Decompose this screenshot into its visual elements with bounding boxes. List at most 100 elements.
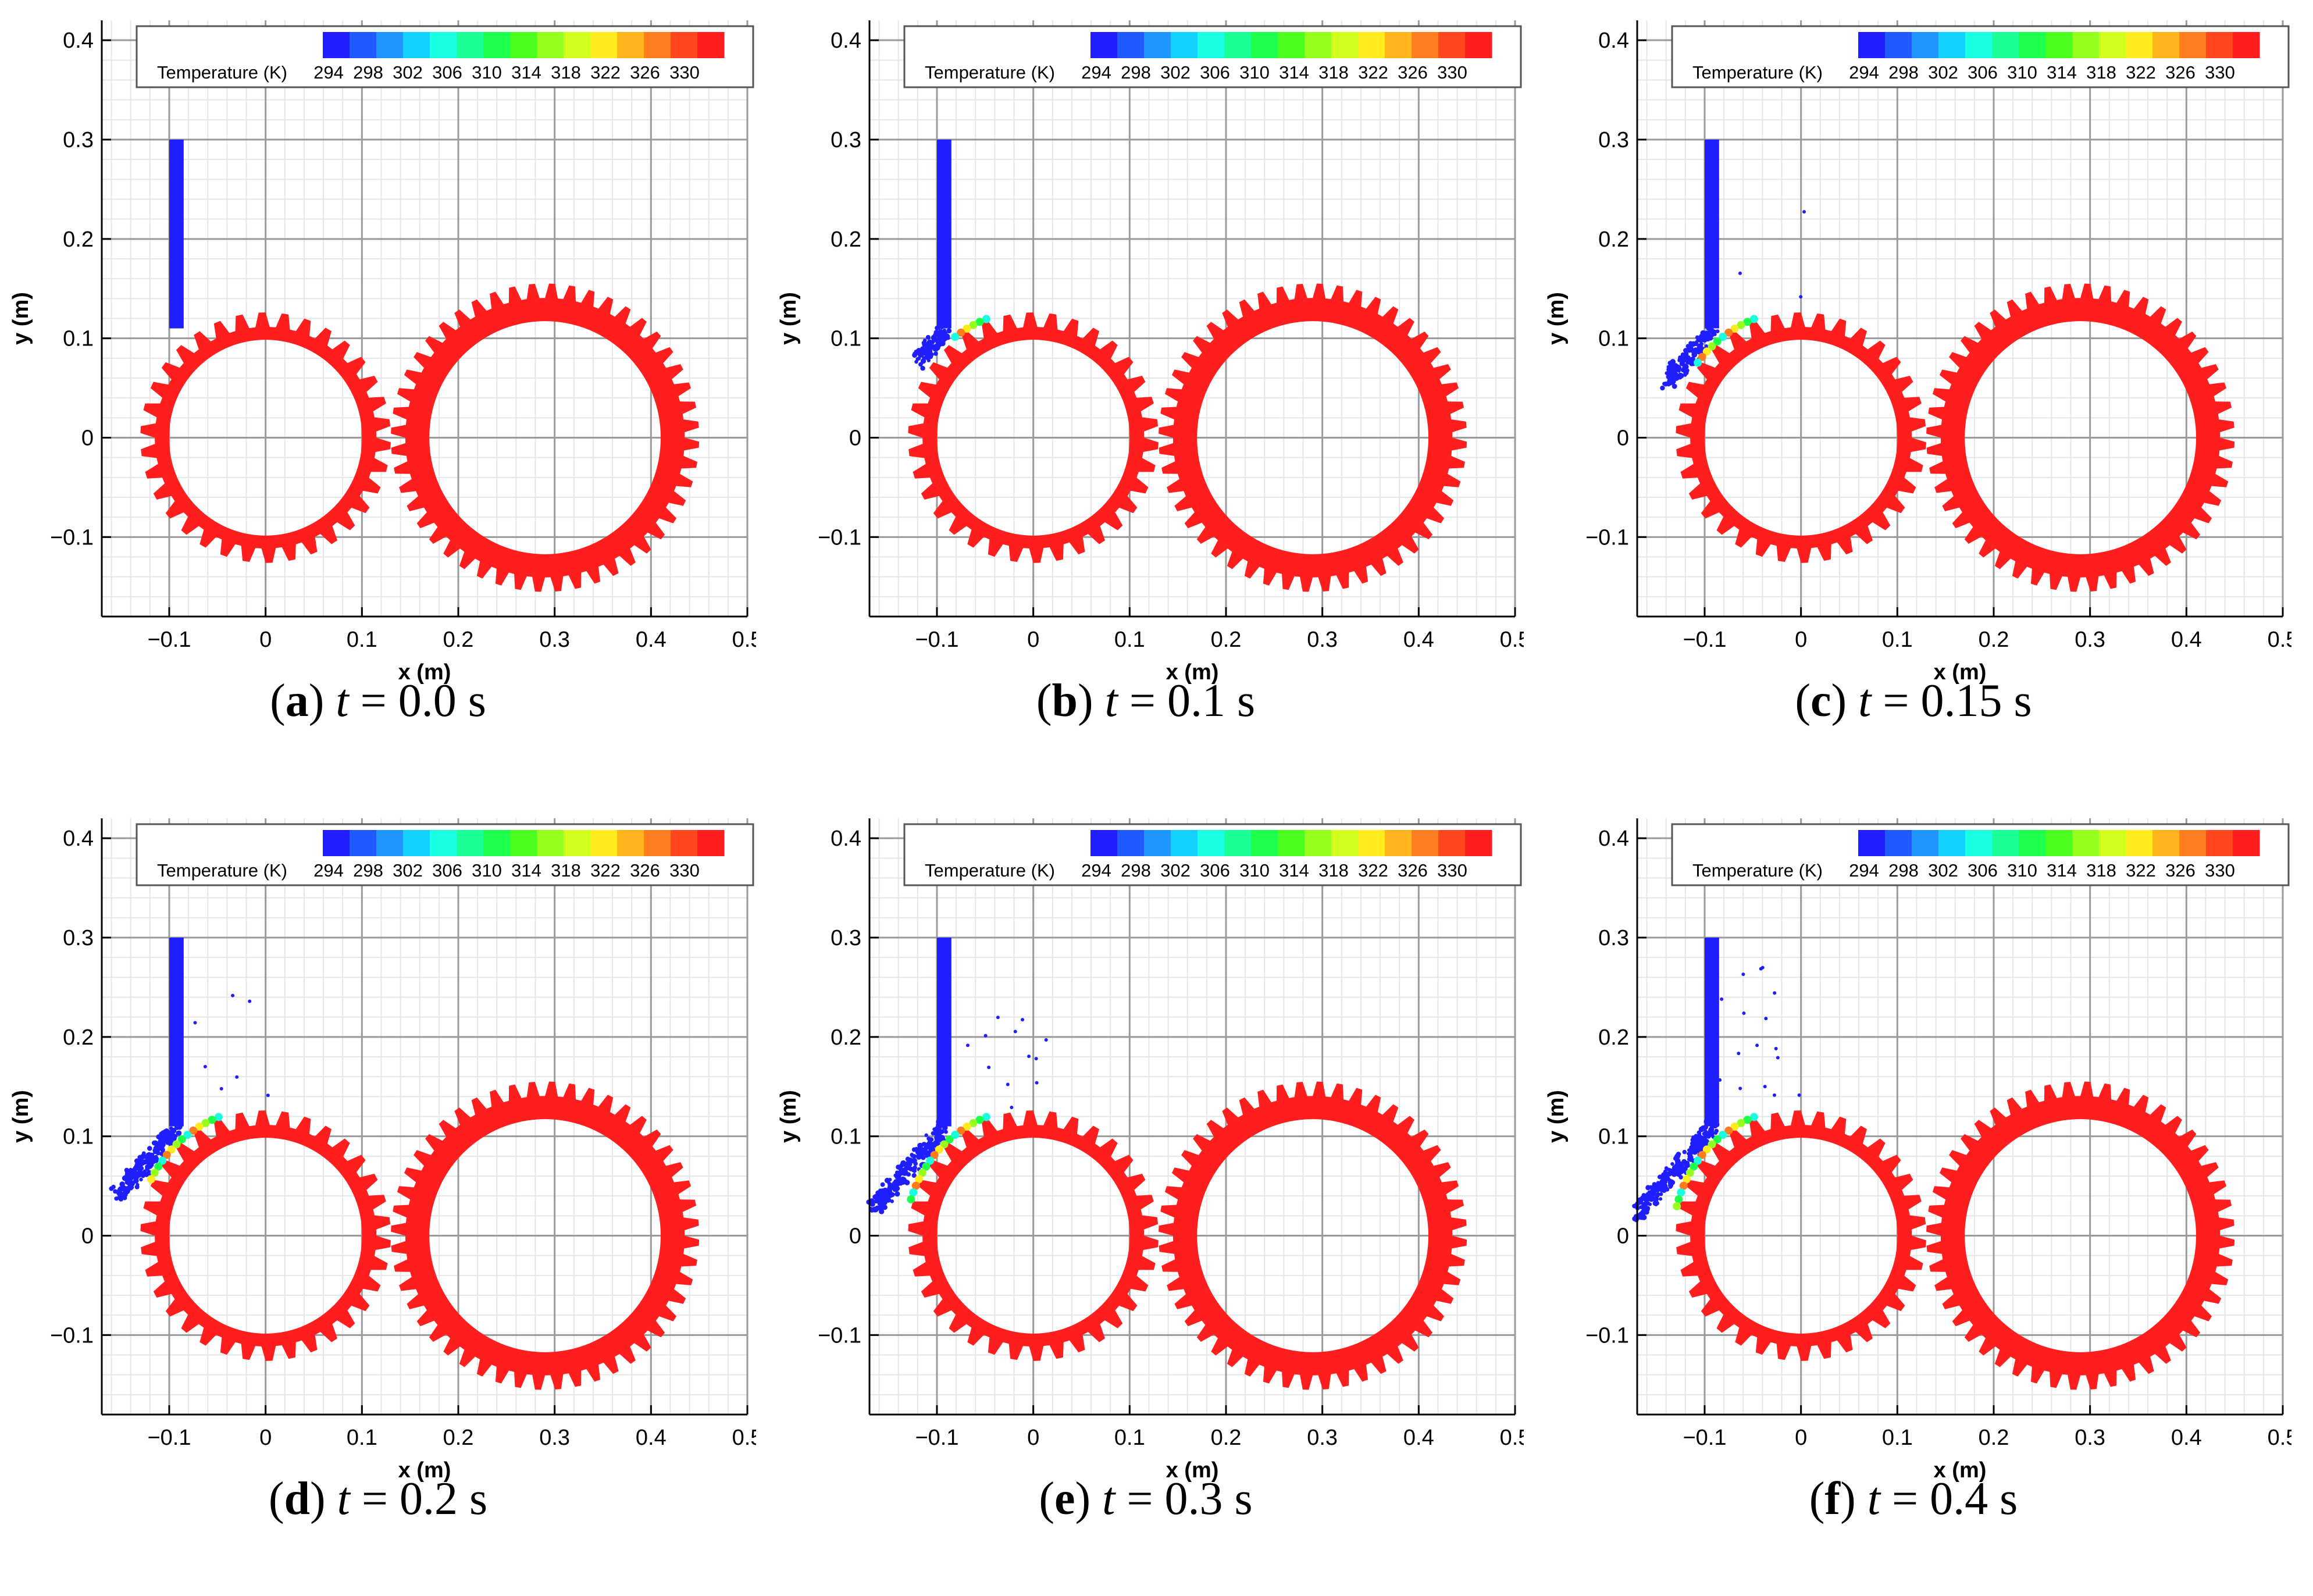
- oil-particle: [914, 1146, 918, 1150]
- oil-particle: [913, 1161, 918, 1166]
- oil-particle: [147, 1146, 152, 1151]
- heated-oil-particle: [189, 1126, 198, 1135]
- legend-color-swatch: [2152, 32, 2180, 58]
- x-tick-label: −0.1: [147, 1426, 191, 1450]
- oil-particle: [141, 1151, 146, 1156]
- x-tick-label: 0: [259, 628, 272, 652]
- caption-label: e: [1054, 1473, 1075, 1524]
- oil-spray: [912, 320, 952, 371]
- legend-color-swatch: [2099, 32, 2126, 58]
- oil-particle: [1703, 1129, 1708, 1133]
- legend-color-swatch: [1465, 32, 1492, 58]
- legend-color-swatch: [1412, 830, 1439, 856]
- caption-b: (b) t = 0.1 s: [1036, 675, 1256, 726]
- oil-particle: [1705, 323, 1710, 327]
- heated-oil-particle: [177, 1135, 186, 1144]
- heated-oil-particle: [1698, 352, 1706, 361]
- legend-tick-label: 330: [669, 860, 700, 881]
- heated-oil-particle: [172, 1140, 181, 1149]
- y-axis-label: y (m): [776, 292, 801, 345]
- oil-particle: [1677, 369, 1681, 373]
- heated-oil-layer: [951, 315, 990, 341]
- heated-oil-particle: [1737, 320, 1745, 329]
- heated-oil-particle: [945, 1135, 954, 1144]
- oil-particle: [1708, 1118, 1713, 1124]
- oil-particle: [946, 328, 952, 334]
- oil-particle: [149, 1163, 154, 1167]
- oil-particle: [885, 1195, 891, 1201]
- heated-oil-particle: [1749, 1113, 1758, 1121]
- oil-particle: [1660, 1182, 1665, 1186]
- heated-oil-particle: [1682, 1175, 1691, 1184]
- oil-particle: [1691, 1135, 1697, 1141]
- oil-particle: [1681, 368, 1685, 373]
- oil-particle: [1670, 1162, 1674, 1166]
- oil-droplet: [1738, 1086, 1742, 1091]
- oil-droplet: [1764, 1017, 1768, 1021]
- caption-t-value: 0.3: [1164, 1473, 1223, 1524]
- oil-particle: [889, 1185, 893, 1191]
- x-tick-label: 0.5: [2268, 628, 2291, 652]
- legend-color-swatch: [1278, 32, 1305, 58]
- y-tick-label: 0.1: [63, 327, 94, 351]
- temperature-legend: Temperature (K) 294 298 302 306 310 314 318 322 3…: [1671, 25, 2290, 88]
- legend-color-swatch: [1331, 32, 1359, 58]
- legend-tick-label: 298: [353, 860, 383, 881]
- oil-particle: [127, 1180, 131, 1184]
- oil-particle: [1669, 1172, 1673, 1176]
- oil-particle: [916, 1154, 922, 1160]
- oil-particle: [139, 1177, 143, 1182]
- panel-c: −0.1 0 0.1 0.2 0.3 0.4 0.5 −0.1 0 0.1 0.2 0.3 0.4 x (…: [1535, 0, 2291, 744]
- oil-particle: [177, 1125, 182, 1130]
- caption-label: a: [285, 675, 309, 726]
- x-tick-label: −0.1: [1683, 1426, 1726, 1450]
- legend-tick-label: 314: [511, 62, 541, 83]
- legend-color-swatch: [323, 32, 350, 58]
- oil-particle: [142, 1170, 147, 1174]
- plot-b: −0.1 0 0.1 0.2 0.3 0.4 0.5 −0.1 0 0.1 0.2 0.3 0.4 x (…: [776, 20, 1524, 685]
- heated-oil-particle: [183, 1131, 192, 1139]
- legend-color-swatch: [697, 32, 725, 58]
- oil-particle: [880, 1182, 885, 1187]
- legend-color-swatch: [1385, 32, 1412, 58]
- legend-color-swatch: [483, 32, 511, 58]
- x-axis-label: x (m): [1934, 1458, 1987, 1483]
- legend-color-swatch: [2233, 830, 2260, 856]
- oil-droplet: [248, 999, 252, 1003]
- y-tick-label: 0.3: [63, 128, 94, 152]
- plot-e: −0.1 0 0.1 0.2 0.3 0.4 0.5 −0.1 0 0.1 0.2 0.3 0.4 x (…: [776, 818, 1524, 1483]
- legend-tick-label: 306: [1968, 860, 1998, 881]
- oil-particle: [157, 1147, 161, 1151]
- heated-oil-particle: [1685, 1168, 1694, 1177]
- oil-particle: [911, 1173, 917, 1178]
- legend-color-swatch: [1465, 830, 1492, 856]
- x-axis-label: x (m): [1934, 660, 1987, 685]
- y-tick-label: 0.2: [831, 227, 861, 252]
- heated-oil-particle: [951, 333, 960, 341]
- oil-particle: [117, 1187, 122, 1192]
- x-tick-label: 0.5: [732, 1426, 756, 1450]
- y-tick-label: 0.2: [1598, 227, 1629, 252]
- oil-particle: [935, 1137, 939, 1141]
- legend-color-swatch: [430, 32, 457, 58]
- y-tick-label: −0.1: [50, 1323, 94, 1348]
- legend-tick-label: 314: [1279, 62, 1309, 83]
- oil-particle: [176, 1130, 182, 1136]
- oil-particle: [933, 351, 938, 356]
- oil-particle: [1710, 330, 1716, 335]
- oil-particle: [1707, 1132, 1712, 1137]
- x-tick-label: 0.4: [2171, 1426, 2202, 1450]
- oil-particle: [113, 1189, 117, 1194]
- legend-tick-label: 330: [1437, 62, 1467, 83]
- oil-particle: [920, 1150, 925, 1156]
- oil-particle: [1666, 370, 1672, 376]
- legend-tick-label: 302: [393, 860, 423, 881]
- oil-particle: [158, 1135, 163, 1141]
- oil-particle: [1654, 1187, 1659, 1192]
- y-tick-label: 0.3: [1598, 926, 1629, 950]
- oil-particle: [938, 323, 943, 328]
- x-tick-label: 0.4: [1403, 628, 1434, 652]
- oil-particle: [1672, 383, 1677, 389]
- legend-tick-label: 314: [2047, 62, 2077, 83]
- legend-tick-label: 318: [551, 860, 581, 881]
